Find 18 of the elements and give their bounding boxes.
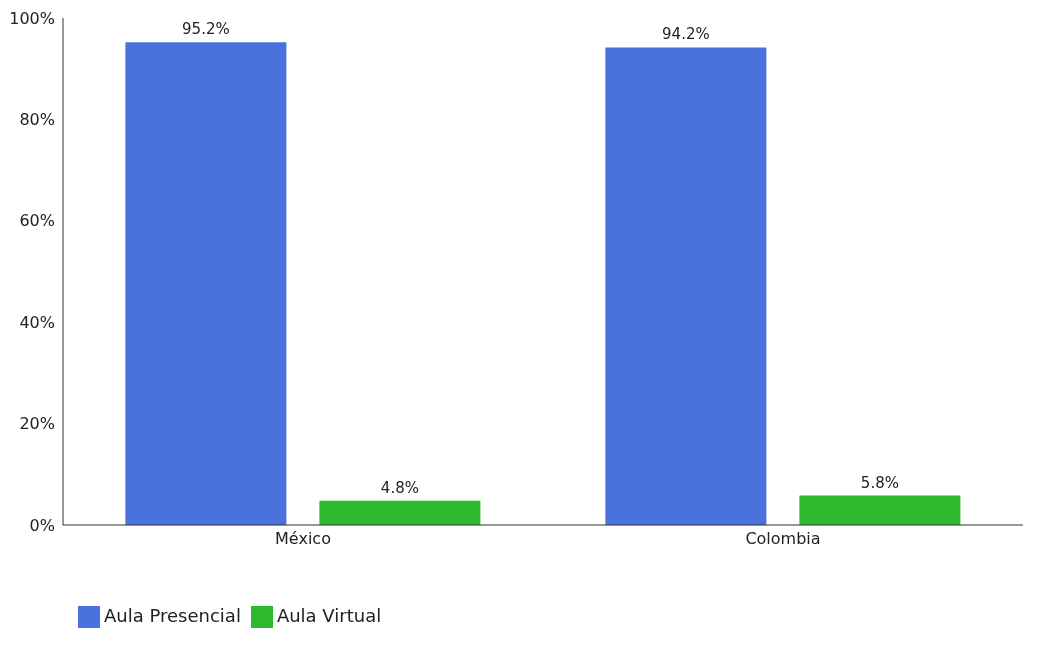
y-tick-label: 20%: [19, 414, 55, 434]
data-label: 4.8%: [380, 478, 419, 497]
legend-label: Aula Presencial: [104, 605, 241, 626]
y-tick-label: 0%: [29, 515, 55, 535]
bar: [605, 47, 767, 525]
y-tick-label: 100%: [9, 8, 55, 28]
x-tick-label: México: [275, 529, 331, 549]
x-tick-label: Colombia: [745, 529, 821, 549]
y-tick-label: 40%: [19, 312, 55, 332]
data-label: 95.2%: [182, 20, 230, 39]
bar: [319, 500, 481, 525]
y-tick-label: 80%: [19, 110, 55, 130]
y-tick-label: 60%: [19, 211, 55, 231]
bar: [799, 495, 961, 525]
bar: [125, 42, 287, 525]
legend-label: Aula Virtual: [276, 605, 382, 626]
data-label: 94.2%: [662, 25, 710, 44]
data-label: 5.8%: [860, 473, 899, 492]
